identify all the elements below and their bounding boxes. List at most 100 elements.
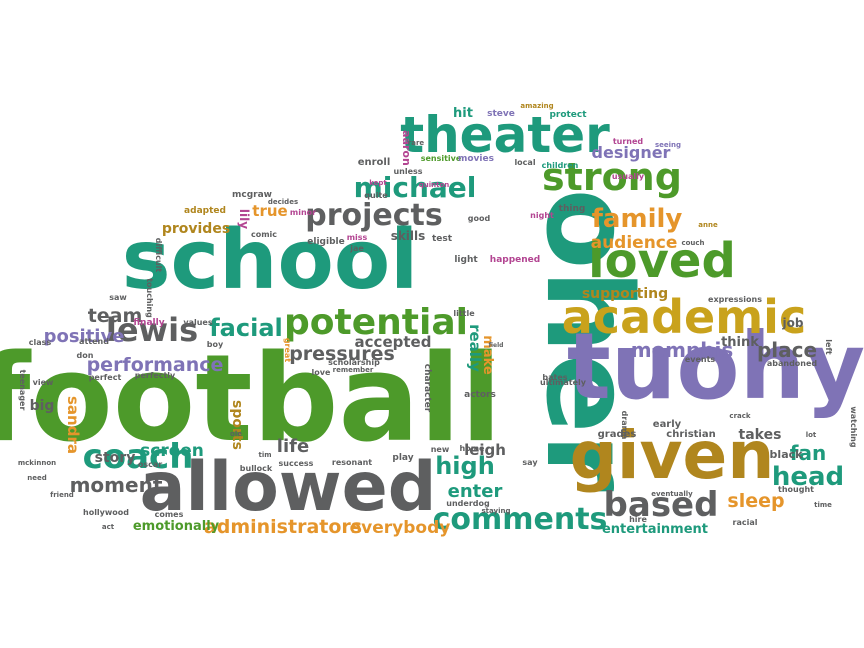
word-friend: friend [50,491,74,499]
word-family: family [592,204,683,234]
word-love: love [312,368,331,377]
word-leigh: leigh [464,441,506,459]
word-really: really [466,324,484,372]
word-act: act [102,523,115,531]
word-entertainment: entertainment [602,522,708,537]
word-hit: hit [453,106,473,121]
word-fan: fan [790,441,826,465]
word-oscar: oscar [138,460,162,469]
word-ole: ole [230,430,242,438]
word-accepted: accepted [355,333,432,351]
word-provides: provides [162,221,230,237]
word-administrators: administrators [204,516,362,538]
word-pressures: pressures [289,343,395,365]
word-success: success [279,459,314,468]
word-oher: oher [520,188,658,491]
word-comic: comic [251,230,277,239]
word-potential: potential [284,302,468,343]
word-takes: takes [739,427,782,443]
word-values: values [183,318,212,327]
word-good: good [468,214,491,223]
word-make: make [480,335,495,375]
word-rare: rare [408,139,425,147]
word-team: team [88,305,143,327]
word-drama: drama [620,411,629,440]
word-enroll: enroll [358,157,391,168]
word-difficult: difficult [154,238,163,273]
word-local: local [514,158,535,167]
word-jae: jae [349,244,364,253]
word-mcgraw: mcgraw [232,190,272,200]
word-turned: turned [613,137,644,146]
word-quinton: quinton [419,181,450,189]
word-place: place [757,338,817,362]
word-sleep: sleep [727,490,784,512]
word-life: life [277,436,309,457]
word-left: left [824,339,833,355]
word-happened: happened [490,255,540,265]
word-sports: sports [229,400,245,450]
word-unless: unless [393,167,422,176]
word-performance: performance [87,354,224,376]
word-black: black [770,448,804,461]
word-new: new [431,445,450,454]
word-decides: decides [268,198,298,206]
word-crack: crack [729,412,750,420]
word-light: light [454,255,478,265]
word-theater: theater [400,106,610,164]
word-ultimately: ultimately [540,378,587,387]
word-positive: positive [44,326,125,347]
word-strong: strong [542,155,682,199]
word-given: given [570,417,775,494]
word-finally: finally [133,318,164,328]
word-lewis: lewis [106,311,198,349]
word-view: view [33,378,54,387]
word-usually: usually [612,172,645,181]
word-bullock: bullock [240,464,273,473]
word-amazing: amazing [520,102,553,110]
word-underdog: underdog [446,499,490,508]
word-racial: racial [733,518,758,527]
word-sensitive: sensitive [421,154,462,163]
word-eligible: eligible [307,237,344,247]
word-staying: staying [482,507,511,515]
word-true: true [252,202,287,220]
word-little: little [453,309,475,318]
word-memphis: memphis [631,338,734,362]
word-couch: couch [681,239,704,247]
word-watching: watching [849,406,858,447]
word-eventually: eventually [651,490,693,498]
word-everybody: everybody [350,518,451,538]
word-projects: projects [305,198,443,233]
word-protect: protect [549,110,587,120]
word-don: don [77,351,94,360]
word-adapted: adapted [184,206,226,216]
word-grades: grades [598,429,637,440]
word-play: play [392,453,413,463]
word-children: children [542,161,579,170]
word-field: field [489,342,504,349]
word-loved: loved [588,233,736,289]
word-time: time [814,501,832,509]
word-tim: tim [258,451,271,459]
word-boy: boy [207,340,224,349]
word-moment: moment [70,473,163,497]
word-allowed: allowed [140,448,437,527]
word-touching: touching [145,278,154,318]
word-lot: lot [806,431,817,439]
word-seeing: seeing [655,141,681,149]
word-supporting: supporting [582,286,668,302]
word-screen: screen [140,441,204,461]
word-abandoned: abandoned [767,359,818,368]
word-class: class [29,338,52,347]
word-bates: bates [542,373,567,382]
word-christian: christian [666,429,715,440]
word-need: need [27,474,47,482]
word-coach: coach [83,437,194,477]
word-based: based [604,485,719,525]
word-mckinnon: mckinnon [18,459,56,467]
word-resonant: resonant [332,458,372,467]
word-perfect: perfect [89,373,122,382]
